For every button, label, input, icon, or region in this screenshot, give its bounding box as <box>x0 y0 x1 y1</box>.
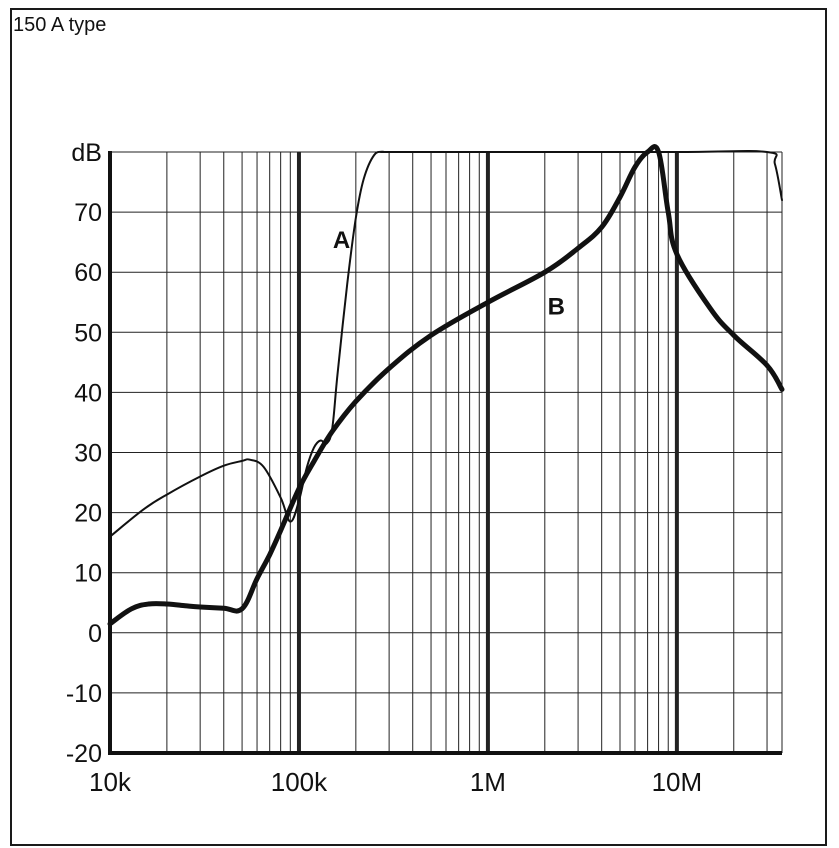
axes <box>108 151 782 755</box>
y-unit-label: dB <box>71 139 102 167</box>
x-tick-label: 10k <box>89 767 132 797</box>
series-label-b: B <box>548 293 565 320</box>
y-tick-label: 70 <box>74 199 102 227</box>
series-label-a: A <box>333 227 350 254</box>
y-tick-label: 20 <box>74 500 102 528</box>
y-tick-label: 10 <box>74 560 102 588</box>
chart-frame <box>10 8 827 846</box>
y-tick-label: -10 <box>66 680 102 708</box>
series-line-b <box>107 144 785 627</box>
tick-labels: -20 -10 0 10 20 30 40 50 60 70 dB 10k 100k 1M 10M A B <box>66 139 702 797</box>
y-tick-label: -20 <box>66 740 102 768</box>
chart-caption: 150 A type <box>13 14 107 36</box>
x-tick-label: 100k <box>271 767 328 797</box>
y-tick-label: 0 <box>88 620 102 648</box>
x-tick-label: 1M <box>470 767 506 797</box>
y-tick-label: 60 <box>74 259 102 287</box>
grid-lines <box>109 151 783 754</box>
x-tick-label: 10M <box>652 767 703 797</box>
y-tick-label: 30 <box>74 440 102 468</box>
y-tick-label: 50 <box>74 319 102 347</box>
curves <box>107 144 785 627</box>
y-tick-label: 40 <box>74 379 102 407</box>
